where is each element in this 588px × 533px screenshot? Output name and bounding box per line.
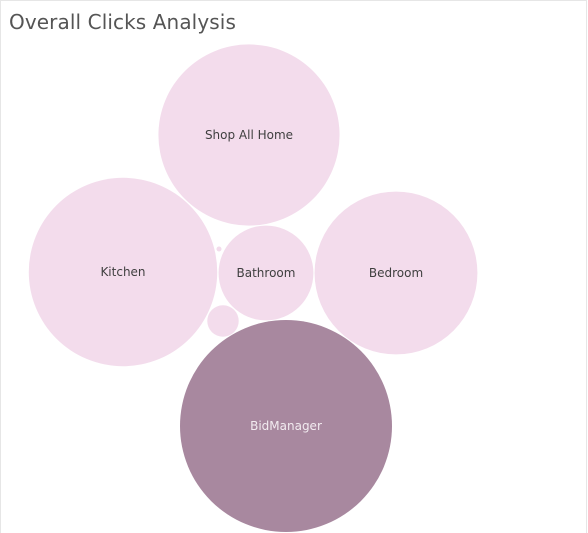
bubble-circle-kitchen[interactable] [28, 177, 218, 367]
bubble-label-kitchen: Kitchen [100, 265, 145, 279]
bubble-label-bidmanager: BidManager [250, 419, 322, 433]
bubble-circle-bathroom[interactable] [218, 225, 314, 321]
bubble-circle-bedroom[interactable] [314, 191, 478, 355]
bubble-circle-bidmanager[interactable] [180, 320, 392, 532]
bubble-kitchen[interactable]: Kitchen [28, 177, 218, 367]
chart-title: Overall Clicks Analysis [9, 10, 236, 34]
bubble-label-bedroom: Bedroom [369, 266, 423, 280]
bubble-shop-all-home[interactable]: Shop All Home [158, 44, 340, 226]
bubble-bathroom[interactable]: Bathroom [218, 225, 314, 321]
bubble-circle-unlabeled-6[interactable] [216, 246, 222, 252]
bubble-unlabeled-5[interactable] [207, 305, 239, 337]
bubble-label-bathroom: Bathroom [237, 266, 296, 280]
bubble-label-shop-all-home: Shop All Home [205, 128, 293, 142]
bubble-bedroom[interactable]: Bedroom [314, 191, 478, 355]
bubble-unlabeled-6[interactable] [216, 246, 222, 252]
bubble-bidmanager[interactable]: BidManager [180, 320, 392, 532]
bubble-circle-unlabeled-5[interactable] [207, 305, 239, 337]
bubble-circle-shop-all-home[interactable] [158, 44, 340, 226]
